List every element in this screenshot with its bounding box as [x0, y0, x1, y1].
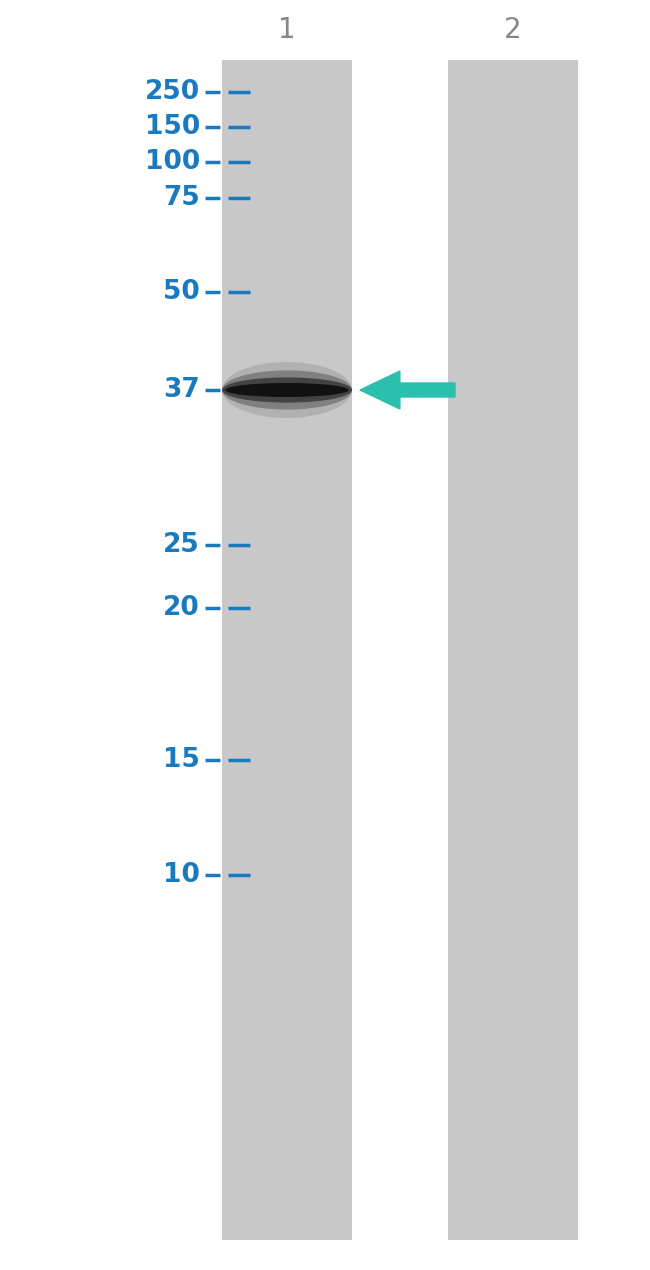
Text: 1: 1: [278, 17, 296, 44]
Text: 100: 100: [145, 149, 200, 175]
Text: 10: 10: [163, 862, 200, 888]
Text: 37: 37: [163, 377, 200, 403]
Bar: [448, 60, 578, 1240]
Text: 20: 20: [163, 596, 200, 621]
FancyArrow shape: [360, 371, 455, 409]
Text: 2: 2: [504, 17, 522, 44]
Text: 250: 250: [145, 79, 200, 105]
Ellipse shape: [222, 371, 352, 410]
Text: 25: 25: [163, 532, 200, 558]
Ellipse shape: [226, 384, 349, 398]
Text: 15: 15: [163, 747, 200, 773]
Ellipse shape: [222, 362, 352, 418]
Bar: [222, 60, 352, 1240]
Ellipse shape: [222, 377, 352, 403]
Text: 50: 50: [163, 279, 200, 305]
Text: 150: 150: [145, 114, 200, 140]
Text: 75: 75: [163, 185, 200, 211]
